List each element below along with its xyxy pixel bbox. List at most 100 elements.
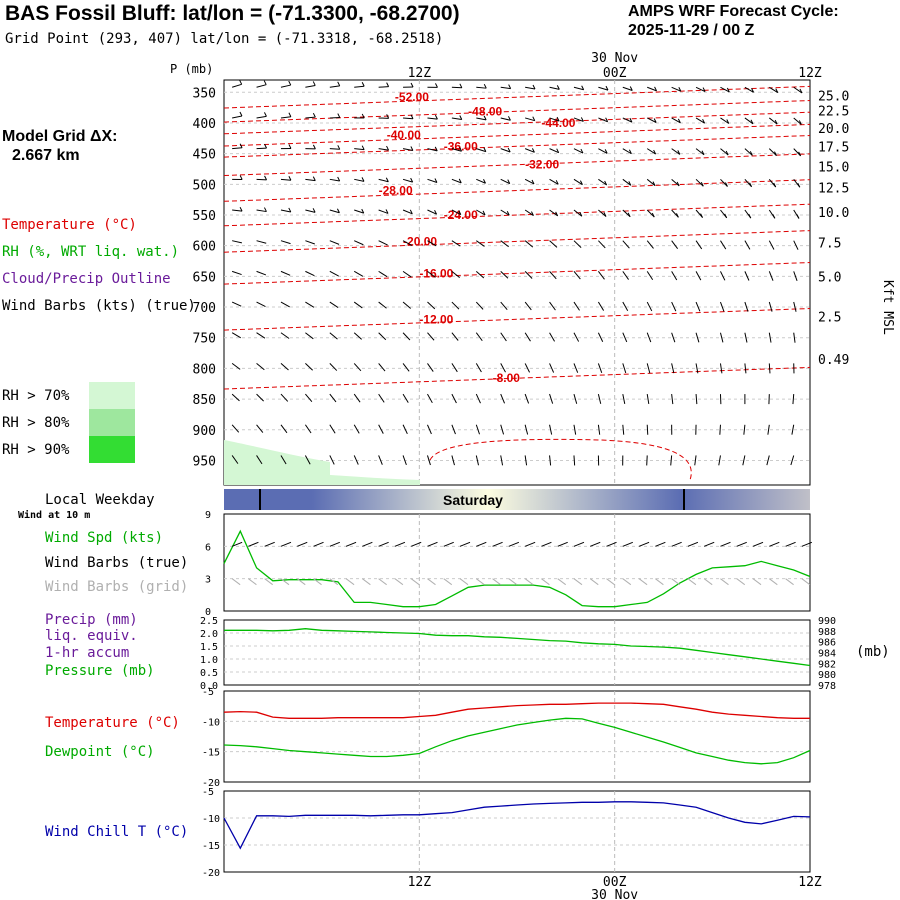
wind-barb-flag xyxy=(749,182,753,187)
legend-wind-barbs-true: Wind Barbs (true) xyxy=(45,555,189,571)
surface-wind-barb-grid xyxy=(410,578,420,586)
wind-barb xyxy=(378,393,385,403)
wind-barb xyxy=(305,301,315,308)
wind-barb xyxy=(646,271,654,281)
pressure-tick-label-right: 984 xyxy=(818,649,836,660)
wind-barb xyxy=(622,393,626,404)
wind-barb-flag xyxy=(556,148,560,153)
wind-barb xyxy=(427,209,437,215)
temperature-contour xyxy=(223,111,811,135)
wind-barb xyxy=(378,178,389,183)
wind-barb xyxy=(476,209,486,216)
wind-barb xyxy=(500,424,505,435)
surface-wind-barb-grid xyxy=(557,578,566,586)
surface-wind-barb-grid xyxy=(671,578,680,586)
temperature-contour xyxy=(223,262,811,285)
temperature-contour-label: -32.00 xyxy=(525,158,559,172)
temperature-contour xyxy=(429,438,692,481)
wind-barb xyxy=(671,332,676,343)
wind-barb xyxy=(793,332,796,343)
wind-barb xyxy=(573,209,583,217)
wind-barb xyxy=(305,270,315,277)
surface-wind-barb-true xyxy=(671,541,682,547)
wind-barb xyxy=(622,209,631,218)
surface-wind-barb-grid xyxy=(231,578,241,586)
top-date-label: 30 Nov xyxy=(591,51,638,66)
wind-barb-flag xyxy=(702,87,706,92)
wind-barb-flag xyxy=(604,180,608,186)
wind-barb xyxy=(378,301,387,309)
wind-barb xyxy=(671,363,675,374)
cross-section-frame xyxy=(223,79,811,486)
precip-tick-label: 0.5 xyxy=(200,668,218,679)
wind-barb-flag xyxy=(775,88,779,93)
wind-barb xyxy=(280,301,290,308)
model-grid-label: Model Grid ΔX: xyxy=(2,128,118,145)
wind-speed-tick-label: 9 xyxy=(205,510,211,521)
wind-barb xyxy=(402,301,411,309)
wind-barb xyxy=(671,271,678,281)
surface-wind-barb-true xyxy=(443,541,454,547)
wind-barb xyxy=(256,240,267,244)
wind-speed-tick-label: 6 xyxy=(205,542,211,553)
wind-barb xyxy=(256,115,267,119)
wind-barb-flag xyxy=(337,145,341,150)
wind-barb xyxy=(451,424,456,435)
wind-barb xyxy=(744,301,749,312)
wind-barb xyxy=(354,85,365,88)
pressure-tick-label: 650 xyxy=(193,270,216,285)
surface-wind-barb-grid xyxy=(508,578,518,586)
wind-barb xyxy=(500,301,508,310)
surface-wind-barb-true xyxy=(362,541,373,547)
wind-barb xyxy=(790,455,795,466)
wind-barb xyxy=(256,178,267,181)
wind-barb-flag xyxy=(459,147,462,152)
surface-wind-barb-true xyxy=(231,541,243,547)
wind-barb xyxy=(647,86,657,92)
wind-barb-flag xyxy=(628,181,632,186)
surface-wind-barb-grid xyxy=(476,578,485,586)
pressure-tick-label: 350 xyxy=(193,86,216,101)
wind-barb-flag xyxy=(725,150,729,156)
wind-barb xyxy=(768,240,775,250)
wind-barb-flag xyxy=(239,80,243,85)
pressure-tick-label: 600 xyxy=(193,240,216,255)
wind-barb-flag xyxy=(678,86,682,92)
wind-barb xyxy=(500,117,511,121)
wind-barb-flag xyxy=(532,116,536,121)
wind-barb-flag xyxy=(556,85,560,90)
wind-barb xyxy=(671,301,677,312)
wind-barb-flag xyxy=(263,112,267,117)
weekday-bar-fill xyxy=(224,489,810,510)
wind-barb xyxy=(402,393,409,403)
wind-barb xyxy=(353,332,362,340)
wind-barb xyxy=(524,363,531,373)
temperature-contour xyxy=(223,123,811,147)
temperature-contour xyxy=(223,100,811,123)
wind-barb-flag xyxy=(507,147,511,153)
wind-barb xyxy=(280,393,289,402)
wind-barb xyxy=(500,393,506,404)
precip-tick-label: 1.0 xyxy=(200,655,218,666)
legend-rh-70: RH > 70% xyxy=(2,388,70,404)
wind-barb xyxy=(256,147,267,150)
wind-barb xyxy=(353,424,360,434)
wind-barb-flag xyxy=(579,180,583,185)
pressure-axis-title: P (mb) xyxy=(170,62,213,76)
temp-dew-series-line xyxy=(223,717,811,765)
wind-barb xyxy=(500,271,509,279)
wind-barb xyxy=(427,363,434,372)
wind-barb xyxy=(451,393,457,404)
wind-barb-flag xyxy=(654,86,658,92)
wind-barb xyxy=(426,455,431,466)
surface-wind-barb-true xyxy=(459,541,471,547)
surface-wind-barb-true xyxy=(378,541,389,547)
wind-barb xyxy=(622,301,629,312)
surface-wind-barb-grid xyxy=(541,578,550,586)
wind-barb xyxy=(403,117,414,120)
wind-barb xyxy=(451,455,455,466)
temperature-contour xyxy=(223,179,811,202)
temperature-contour-label: -44.00 xyxy=(541,116,575,130)
wind-barb xyxy=(622,117,633,123)
wind-barb-flag xyxy=(579,211,583,217)
